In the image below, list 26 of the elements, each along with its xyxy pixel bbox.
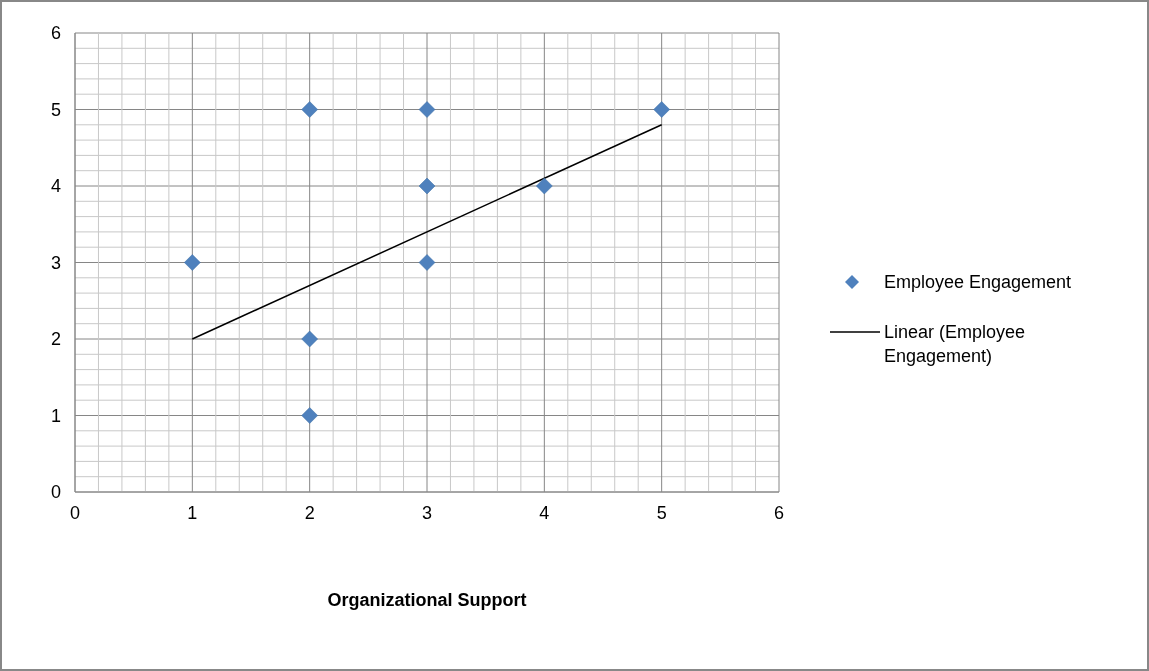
x-axis-title: Organizational Support — [327, 590, 527, 610]
x-tick-label: 6 — [773, 502, 785, 523]
point — [301, 101, 318, 118]
legend-label: Employee Engagement — [884, 271, 1073, 294]
point — [536, 177, 553, 195]
point — [184, 254, 201, 271]
x-tick-label: 3 — [421, 502, 433, 523]
x-tick-label: 2 — [304, 502, 315, 523]
y-tick-label: 5 — [50, 99, 61, 120]
point — [418, 254, 436, 271]
point — [301, 407, 318, 424]
legend-label: Linear (Employee Engagement) — [884, 321, 1027, 368]
y-tick-label: 6 — [50, 23, 61, 44]
y-tick-label: 2 — [50, 329, 61, 350]
x-tick-label: 4 — [539, 502, 550, 523]
point — [301, 330, 318, 348]
y-tick-label: 3 — [50, 252, 61, 273]
point — [653, 101, 670, 118]
x-tick-label: 1 — [187, 502, 198, 523]
y-tick-label: 0 — [50, 482, 61, 503]
y-tick-label: 4 — [50, 176, 61, 197]
x-tick-label: 5 — [656, 502, 667, 523]
x-tick-label: 0 — [69, 502, 81, 523]
point — [418, 177, 436, 195]
y-tick-label: 1 — [50, 405, 61, 426]
point — [418, 101, 436, 118]
